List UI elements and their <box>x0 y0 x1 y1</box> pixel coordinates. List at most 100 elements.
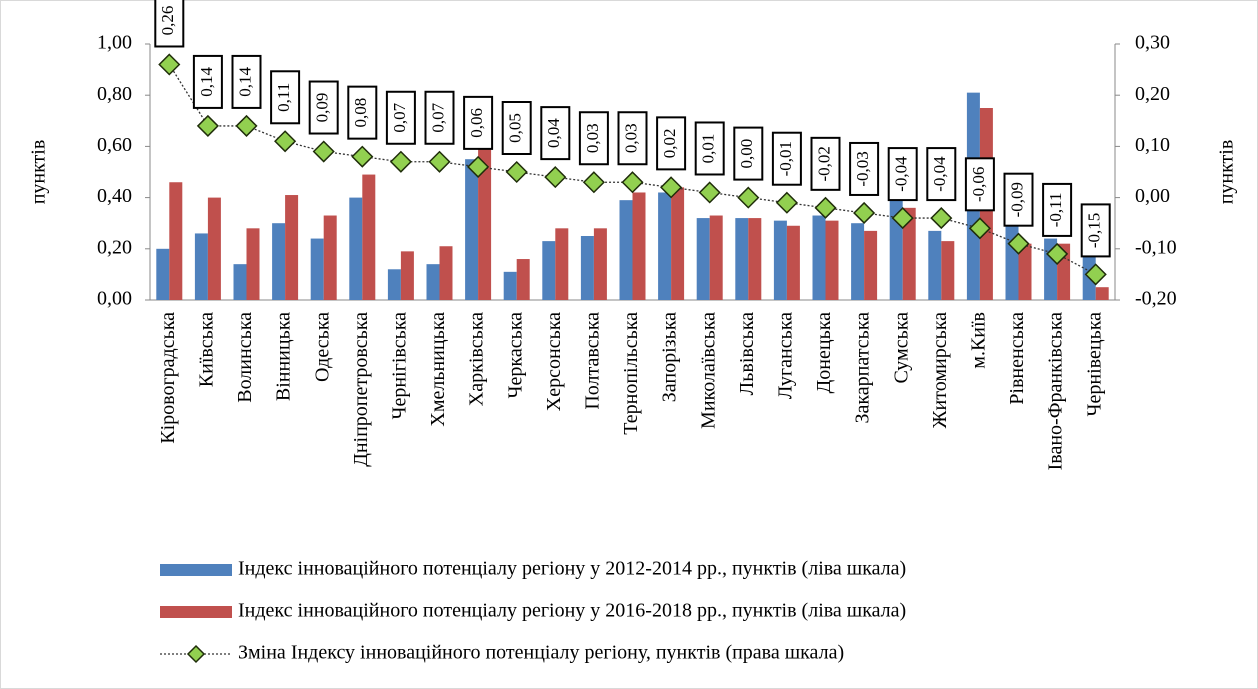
data-label: 0,01 <box>699 134 718 164</box>
data-label: 0,00 <box>737 139 756 169</box>
x-tick-label: Донецька <box>813 312 835 393</box>
bar <box>580 236 594 300</box>
data-label-box <box>694 121 725 176</box>
bar <box>632 192 646 300</box>
data-label-box <box>810 136 841 191</box>
data-label-box <box>463 95 494 150</box>
x-tick-label: Хмельницька <box>427 312 449 427</box>
x-tick-label: Харківська <box>466 312 488 406</box>
data-label: -0,06 <box>969 167 988 202</box>
data-label-box <box>347 85 378 140</box>
bar <box>503 271 517 300</box>
data-label-box <box>154 0 185 48</box>
bar <box>735 218 749 300</box>
data-label: -0,03 <box>853 151 872 186</box>
x-tick-label: Львівська <box>736 312 758 395</box>
data-label-box <box>501 101 532 155</box>
data-label-box <box>578 111 609 166</box>
bar <box>619 200 633 300</box>
y-axis-label: пунктів <box>28 140 50 205</box>
data-label-box <box>1042 182 1073 237</box>
data-label-box <box>849 141 880 196</box>
data-label: -0,02 <box>814 146 833 181</box>
data-label: -0,11 <box>1046 193 1065 228</box>
legend-label: Зміна Індексу інноваційного потенціалу р… <box>238 642 844 664</box>
line-marker <box>389 150 412 173</box>
data-label: -0,09 <box>1007 182 1026 217</box>
legend-label: Індекс інноваційного потенціалу регіону … <box>238 600 906 622</box>
bar <box>169 182 183 300</box>
bar <box>207 197 221 300</box>
bar <box>285 195 299 300</box>
data-label: -0,04 <box>892 156 911 192</box>
data-label-box <box>385 90 416 145</box>
bar <box>748 218 762 300</box>
bar <box>156 248 170 300</box>
line-marker <box>891 207 914 230</box>
data-label: -0,15 <box>1085 213 1104 248</box>
data-label-box <box>231 54 262 109</box>
data-label-box <box>771 131 802 186</box>
bar <box>555 228 569 300</box>
x-tick-label: Полтавська <box>581 312 603 410</box>
x-tick-label: Миколаївська <box>697 312 719 429</box>
bar <box>773 220 787 300</box>
x-tick-label: Вінницька <box>273 312 295 401</box>
bar <box>362 174 376 300</box>
bar <box>233 264 247 300</box>
data-label: 0,07 <box>428 102 447 132</box>
y2-tick-label: -0,20 <box>1135 288 1177 310</box>
data-label-box <box>540 106 571 161</box>
data-label-box <box>887 147 918 202</box>
line-marker <box>1084 263 1107 286</box>
line-marker <box>853 201 876 225</box>
line-marker <box>968 217 991 240</box>
legend-swatch <box>160 606 232 618</box>
x-tick-label: Дніпропетровська <box>350 312 372 467</box>
bar <box>902 207 916 300</box>
data-label: 0,08 <box>351 98 370 128</box>
x-tick-label: Чернігівська <box>388 312 410 420</box>
y-tick-label: 1,00 <box>97 32 132 54</box>
bar <box>246 228 260 300</box>
data-label-box <box>733 126 764 181</box>
bar <box>593 228 607 300</box>
line-marker <box>1007 232 1030 255</box>
x-tick-label: Луганська <box>774 312 796 399</box>
y-tick-label: 0,00 <box>97 288 132 310</box>
bar <box>310 238 324 300</box>
data-label-box <box>1003 172 1034 227</box>
bar <box>864 230 878 300</box>
line-marker <box>775 191 798 214</box>
line-marker <box>544 166 567 189</box>
bar <box>928 230 942 300</box>
bar <box>516 259 530 300</box>
y2-axis-label: пунктів <box>1216 140 1238 205</box>
data-label-box <box>656 116 687 171</box>
line-marker <box>660 176 683 199</box>
data-label: 0,14 <box>197 67 216 97</box>
line-marker <box>428 150 451 173</box>
bar <box>786 225 800 300</box>
line-marker <box>814 196 837 219</box>
bar <box>1005 220 1019 300</box>
data-label: -0,01 <box>776 141 795 176</box>
data-label: 0,09 <box>313 93 332 123</box>
bar <box>426 264 440 300</box>
x-tick-label: Черкаська <box>504 312 526 399</box>
x-tick-label: Волинська <box>234 312 256 403</box>
y-tick-label: 0,40 <box>97 185 132 207</box>
x-tick-label: Житомирська <box>929 312 951 428</box>
line-marker <box>582 171 605 194</box>
bar <box>272 223 286 300</box>
bar <box>709 215 723 300</box>
bar <box>812 215 826 300</box>
y2-tick-label: -0,10 <box>1135 236 1177 258</box>
data-label: 0,04 <box>544 118 563 148</box>
x-tick-label: Херсонська <box>543 312 565 411</box>
line-marker <box>351 145 374 168</box>
data-label-box <box>424 90 455 145</box>
bar <box>400 251 414 300</box>
data-label: 0,11 <box>274 83 293 112</box>
